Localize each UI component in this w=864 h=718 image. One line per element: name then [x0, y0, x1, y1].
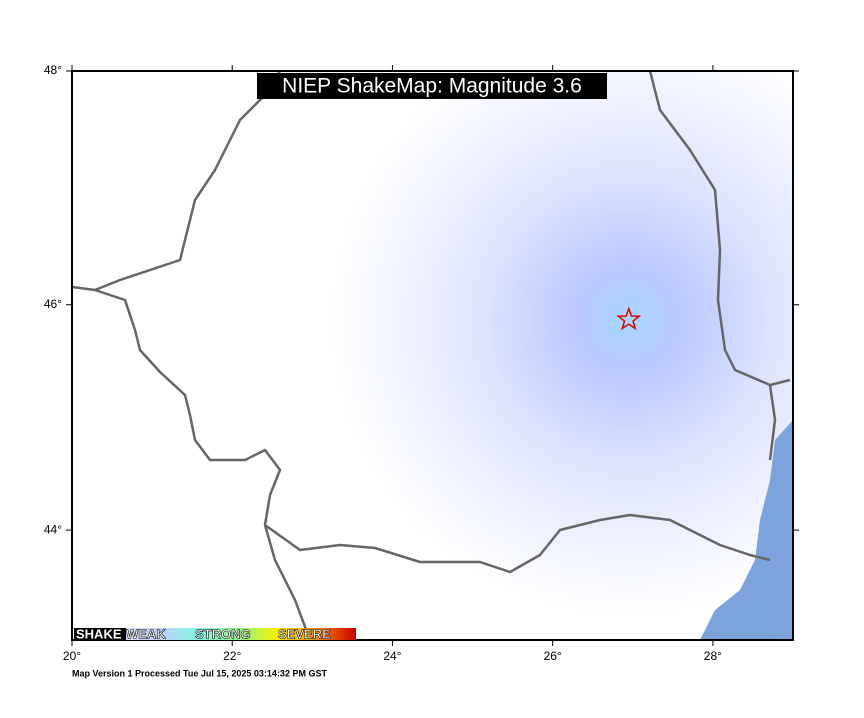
sea	[700, 420, 793, 640]
title-background	[257, 73, 607, 99]
legend-label: WEAK	[126, 626, 166, 641]
map-body	[72, 71, 793, 640]
x-tick-label: 22°	[223, 649, 241, 663]
x-tick-label: 24°	[383, 649, 401, 663]
border	[768, 384, 777, 461]
border	[648, 71, 791, 387]
map-title: NIEP ShakeMap: Magnitude 3.6	[282, 75, 582, 98]
x-tick-label: 20°	[63, 649, 81, 663]
legend-label: SHAKE	[76, 626, 122, 641]
x-tick-label: 28°	[704, 649, 722, 663]
frame	[71, 70, 794, 641]
legend-bar	[74, 628, 356, 640]
x-tick-label: 26°	[544, 649, 562, 663]
y-tick-label: 46°	[44, 297, 62, 311]
epicenter	[616, 306, 642, 331]
border	[263, 524, 312, 640]
shaking-field	[72, 71, 793, 640]
legend-label: STRONG	[195, 626, 251, 641]
footer: Map Version 1 Processed Tue Jul 15, 2025…	[72, 668, 327, 678]
border	[72, 285, 771, 574]
y-tick-label: 44°	[44, 522, 62, 536]
legend-label-background	[74, 628, 126, 640]
legend-label: SEVERE	[278, 626, 331, 641]
border	[94, 71, 282, 292]
y-tick-label: 48°	[44, 63, 62, 77]
